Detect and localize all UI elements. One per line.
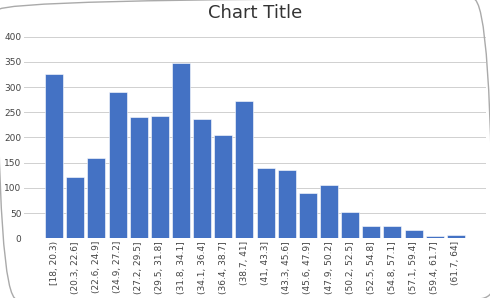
Bar <box>45 74 63 238</box>
Bar <box>384 226 401 238</box>
Bar <box>236 101 253 238</box>
Bar <box>320 185 338 238</box>
Bar <box>257 168 274 238</box>
Bar <box>193 119 211 238</box>
Bar <box>87 158 105 238</box>
Bar <box>362 226 380 238</box>
Bar <box>426 236 444 238</box>
Bar <box>299 193 317 238</box>
Bar <box>172 63 190 238</box>
Bar <box>214 135 232 238</box>
Title: Chart Title: Chart Title <box>208 4 302 22</box>
Bar <box>278 170 295 238</box>
Bar <box>151 116 169 238</box>
Bar <box>405 230 422 238</box>
Bar <box>447 235 465 238</box>
Bar <box>130 117 147 238</box>
Bar <box>341 212 359 238</box>
Bar <box>66 177 84 238</box>
Bar <box>109 92 126 238</box>
